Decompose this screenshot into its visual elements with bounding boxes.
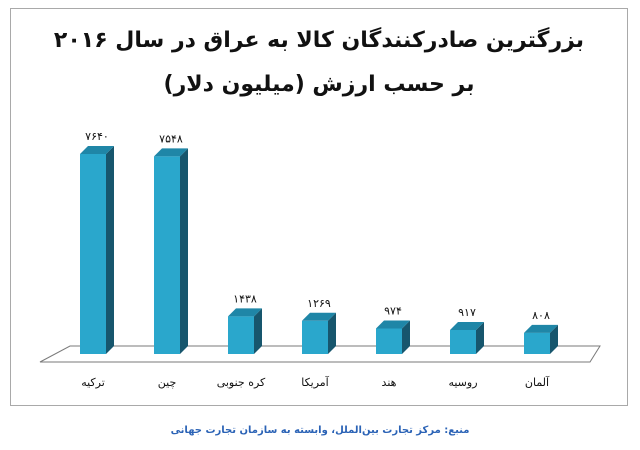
value-label: ۹۷۴ <box>384 305 402 318</box>
bar-side <box>328 312 336 354</box>
bar <box>154 148 188 354</box>
bar <box>376 320 410 354</box>
bar-top <box>302 312 336 321</box>
bar-top <box>80 146 114 154</box>
bar-top <box>376 320 410 329</box>
bar <box>302 312 336 354</box>
bar <box>450 321 484 354</box>
bars-group <box>80 146 558 354</box>
category-label: آمریکا <box>301 375 329 389</box>
value-label: ۷۶۴۰ <box>85 130 109 143</box>
value-labels-group: ۷۶۴۰ ۷۵۴۸ ۱۴۳۸ ۱۲۶۹ ۹۷۴ ۹۱۷ ۸۰۸ <box>85 130 550 322</box>
bar-front <box>302 320 328 354</box>
category-label: هند <box>382 376 397 389</box>
bar-front <box>80 154 106 354</box>
bar-front <box>524 332 550 354</box>
source-note: منبع: مرکز تجارت بین‌الملل، وابسته به سا… <box>170 425 470 436</box>
bar-front <box>154 156 180 354</box>
value-label: ۸۰۸ <box>532 309 550 322</box>
bar <box>80 146 114 354</box>
value-label: ۹۱۷ <box>458 306 476 319</box>
category-labels-group: ترکیه چین کره جنوبی آمریکا هند روسیه آلمان <box>81 375 550 389</box>
value-label: ۱۲۶۹ <box>307 297 331 310</box>
category-label: ترکیه <box>81 376 105 389</box>
category-label: آلمان <box>525 375 550 389</box>
bar <box>524 324 558 354</box>
category-label: روسیه <box>448 376 477 389</box>
value-label: ۷۵۴۸ <box>159 132 183 145</box>
bar <box>228 308 262 354</box>
bar-front <box>228 316 254 354</box>
bar-side <box>254 308 262 354</box>
bar-top <box>228 308 262 317</box>
chart-subtitle: بر حسب ارزش (میلیون دلار) <box>163 72 475 97</box>
value-label: ۱۴۳۸ <box>233 292 257 305</box>
bar-front <box>450 329 476 354</box>
category-label: چین <box>158 376 177 389</box>
category-label: کره جنوبی <box>217 376 266 389</box>
bar-top <box>154 148 188 157</box>
chart-title: بزرگترین صادرکنندگان کالا به عراق در سال… <box>53 28 585 53</box>
bar-top <box>524 324 558 333</box>
bar-side <box>402 320 410 354</box>
bar-side <box>476 321 484 354</box>
bar-side <box>106 146 114 354</box>
bar-front <box>376 328 402 354</box>
bar-side <box>550 324 558 354</box>
bar-side <box>180 148 188 354</box>
bar-top <box>450 321 484 330</box>
